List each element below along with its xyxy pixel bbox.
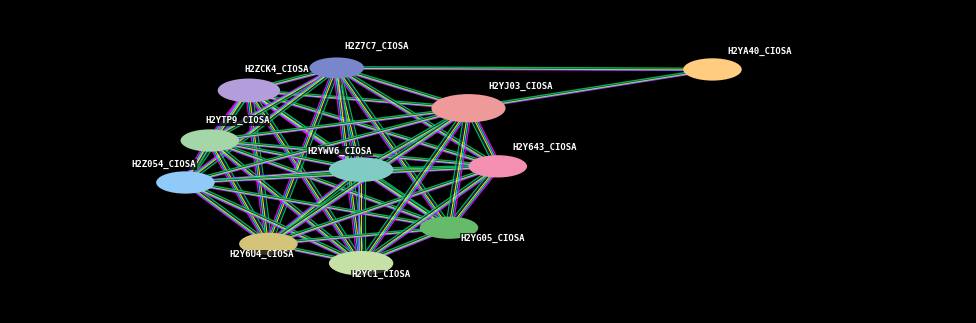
Ellipse shape: [431, 94, 506, 122]
Text: H2Y6U4_CIOSA: H2Y6U4_CIOSA: [229, 250, 294, 259]
Text: H2ZCK4_CIOSA: H2ZCK4_CIOSA: [244, 65, 308, 74]
Text: H2YG05_CIOSA: H2YG05_CIOSA: [461, 234, 525, 243]
Ellipse shape: [309, 57, 364, 78]
Text: H2YJ03_CIOSA: H2YJ03_CIOSA: [488, 82, 552, 91]
Text: H2YTP9_CIOSA: H2YTP9_CIOSA: [205, 116, 269, 125]
Ellipse shape: [468, 155, 527, 178]
Ellipse shape: [329, 251, 393, 276]
Ellipse shape: [156, 172, 215, 194]
Text: H2Y643_CIOSA: H2Y643_CIOSA: [512, 143, 577, 152]
Ellipse shape: [420, 217, 478, 239]
Text: H2Z054_CIOSA: H2Z054_CIOSA: [132, 160, 196, 169]
Ellipse shape: [329, 157, 393, 182]
Ellipse shape: [239, 233, 298, 255]
Ellipse shape: [218, 78, 280, 102]
Ellipse shape: [683, 58, 742, 81]
Text: H2YC1_CIOSA: H2YC1_CIOSA: [351, 270, 411, 279]
Text: H2YWV6_CIOSA: H2YWV6_CIOSA: [307, 147, 372, 156]
Text: H2Z7C7_CIOSA: H2Z7C7_CIOSA: [345, 42, 409, 51]
Text: H2YA40_CIOSA: H2YA40_CIOSA: [727, 47, 792, 56]
Ellipse shape: [181, 130, 239, 152]
